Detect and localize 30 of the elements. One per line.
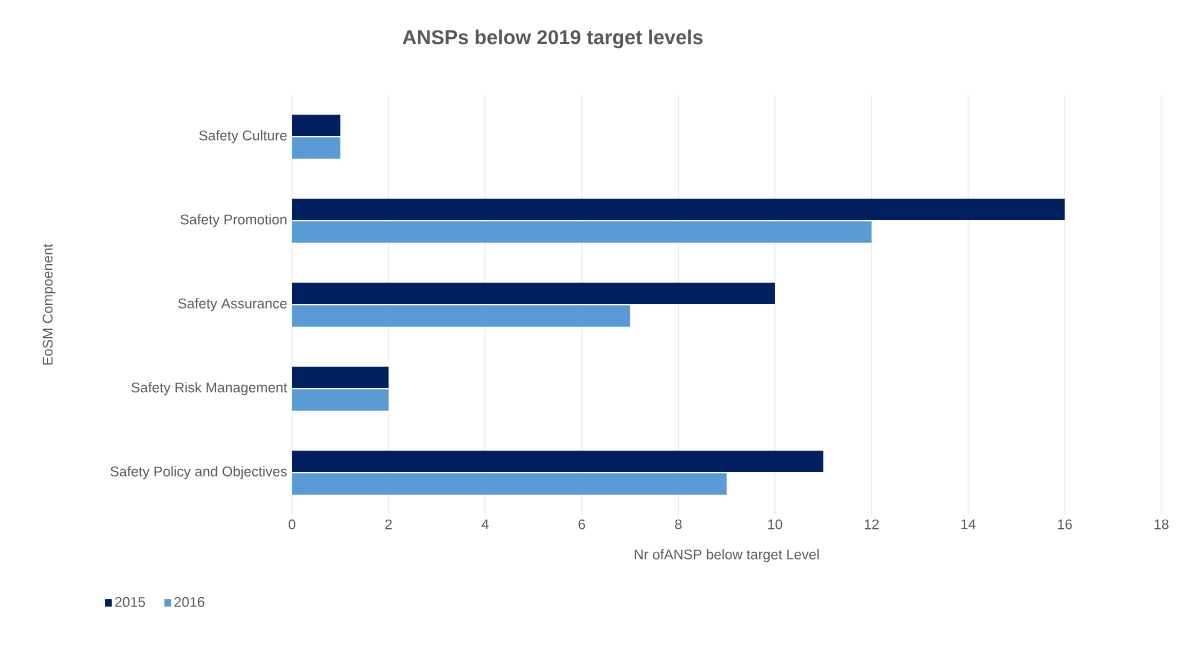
bar (292, 473, 727, 495)
y-tick-label: Safety Policy and Objectives (110, 466, 287, 480)
x-tick-label: 6 (578, 519, 586, 530)
bar (292, 198, 1065, 220)
bar (292, 366, 389, 388)
bar (292, 137, 341, 159)
bar (292, 221, 872, 243)
y-tick-label: Safety Culture (199, 130, 287, 144)
x-tick-label: 0 (288, 519, 296, 530)
x-axis-title: Nr ofANSP below target Level (634, 549, 819, 563)
x-tick-label: 12 (864, 519, 879, 530)
y-tick-label: Safety Promotion (180, 214, 287, 228)
y-tick-label: Safety Risk Management (131, 382, 288, 396)
bar (292, 450, 824, 472)
x-tick-label: 4 (481, 519, 489, 529)
x-tick-label: 10 (768, 519, 783, 530)
bar (292, 114, 341, 136)
x-tick-label: 14 (961, 519, 976, 529)
legend-label: 2015 (115, 596, 146, 607)
legend-label: 2016 (174, 596, 205, 607)
y-axis-title: EoSM Compoenent (42, 243, 56, 365)
x-tick-label: 18 (1154, 519, 1169, 530)
chart-title: ANSPs below 2019 target levels (402, 29, 703, 49)
x-tick-label: 2 (385, 519, 392, 530)
bar (292, 305, 631, 327)
x-tick-label: 8 (675, 519, 682, 530)
x-tick-label: 16 (1058, 519, 1072, 530)
bar (292, 282, 775, 304)
bar (292, 389, 389, 411)
y-tick-label: Safety Assurance (178, 298, 287, 312)
